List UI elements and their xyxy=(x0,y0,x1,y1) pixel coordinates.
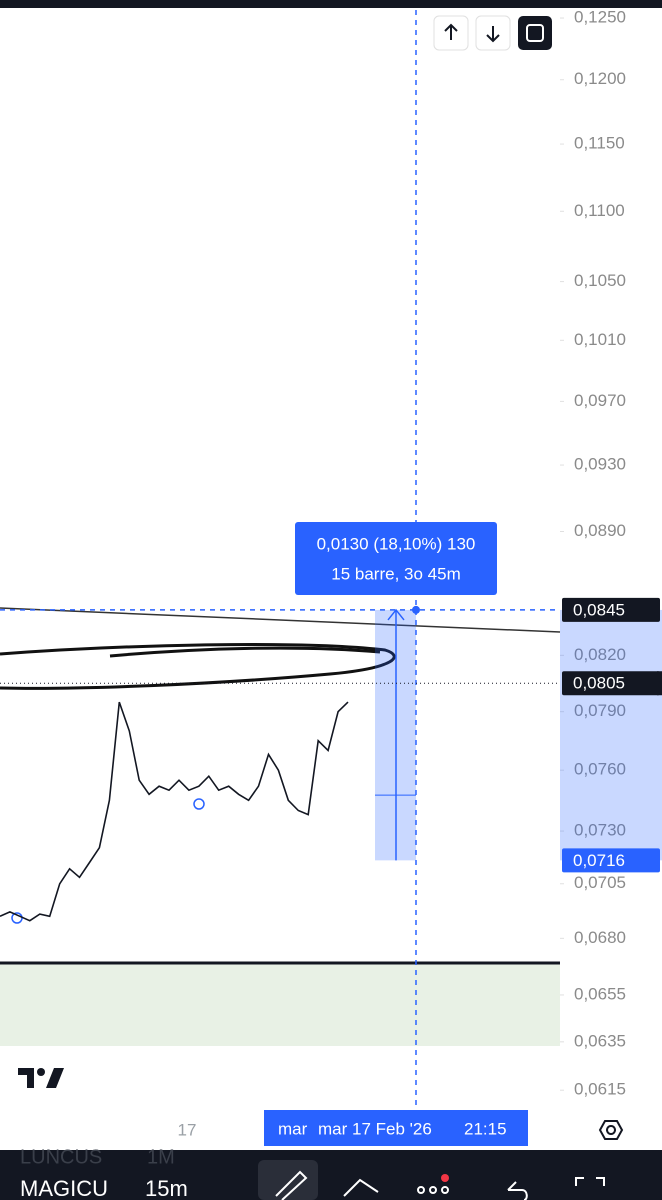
y-tick-label: 0,0655 xyxy=(574,984,626,1003)
up-icon xyxy=(444,23,458,40)
y-tick-label: 0,0970 xyxy=(574,391,626,410)
measure-tooltip xyxy=(295,522,497,595)
y-tick-label: 0,0790 xyxy=(574,701,626,720)
y-tick-label: 0,0820 xyxy=(574,645,626,664)
trend-line xyxy=(0,607,561,633)
measure-arrowhead xyxy=(387,608,405,621)
y-tick-label: 0,1100 xyxy=(574,201,625,220)
logo-part xyxy=(46,1068,64,1088)
price-label-box xyxy=(562,671,660,696)
price-label: 0,0805 xyxy=(573,674,625,693)
y-tick-label: 0,0680 xyxy=(574,928,626,947)
measure-text: 15 barre, 3o 45m xyxy=(331,564,460,583)
y-tick-label: 0,1200 xyxy=(574,69,626,88)
price-label: 0,0845 xyxy=(573,600,625,619)
time-cursor-part: mar xyxy=(278,1119,308,1138)
price-label: 0,0716 xyxy=(573,851,625,870)
top-buttons xyxy=(433,15,552,51)
y-tick-label: 0,0705 xyxy=(574,873,626,892)
dot xyxy=(441,1186,449,1194)
y-tick-label: 0,0760 xyxy=(574,760,626,779)
event-marker[interactable] xyxy=(193,798,205,810)
price-line xyxy=(0,701,349,922)
scribble xyxy=(0,642,396,690)
y-tick-label: 0,0890 xyxy=(574,521,626,540)
y-tick-label: 0,1250 xyxy=(574,8,626,27)
y-tick-label: 0,0730 xyxy=(574,821,626,840)
draw-tool-bg[interactable] xyxy=(258,1160,318,1200)
y-tick-label: 0,0635 xyxy=(574,1031,626,1050)
y-tick-label: 0,1150 xyxy=(574,134,625,153)
ellipse-stroke xyxy=(0,642,396,690)
fullscreen-icon xyxy=(526,24,544,42)
fullscreen-button[interactable] xyxy=(518,16,552,50)
zone xyxy=(0,963,560,1046)
dot xyxy=(429,1186,437,1194)
measure-text: 0,0130 (18,10%) 130 xyxy=(317,534,476,553)
axis-highlight xyxy=(560,609,662,861)
logo xyxy=(18,1068,64,1088)
badge xyxy=(441,1174,449,1182)
settings-icon[interactable] xyxy=(598,1120,624,1140)
down-icon xyxy=(486,26,500,43)
draw-icon[interactable] xyxy=(343,1178,379,1197)
y-tick-label: 0,0615 xyxy=(574,1080,626,1099)
fullscreen-icon[interactable] xyxy=(575,1177,605,1186)
ghost-symbol: LUNCUS xyxy=(20,1146,102,1168)
symbol[interactable]: MAGICU xyxy=(20,1176,108,1200)
top-bar xyxy=(0,0,662,8)
price-label-box xyxy=(562,848,660,873)
bottom-toolbar xyxy=(0,1150,662,1200)
ruler-icon xyxy=(275,1170,308,1200)
time-cursor-box xyxy=(264,1110,528,1146)
time-cursor-time: 21:15 xyxy=(464,1119,507,1138)
price-label-box xyxy=(562,597,660,622)
interval[interactable]: 15m xyxy=(145,1176,188,1200)
time-label: 17 xyxy=(178,1120,197,1139)
ghost-interval: 1M xyxy=(147,1146,175,1168)
crosshair-dot xyxy=(412,605,420,614)
logo-part xyxy=(37,1068,45,1076)
time-cursor-date: mar 17 Feb '26 xyxy=(318,1119,432,1138)
price-tab xyxy=(657,671,662,696)
y-tick-label: 0,0930 xyxy=(574,455,626,474)
logo-part xyxy=(18,1068,34,1088)
y-tick-label: 0,1050 xyxy=(574,271,626,290)
more-icon[interactable] xyxy=(417,1186,449,1194)
dot xyxy=(417,1186,425,1194)
under-layer xyxy=(0,961,560,1046)
ellipse-stroke xyxy=(109,646,381,658)
y-tick-label: 0,1010 xyxy=(574,330,626,349)
